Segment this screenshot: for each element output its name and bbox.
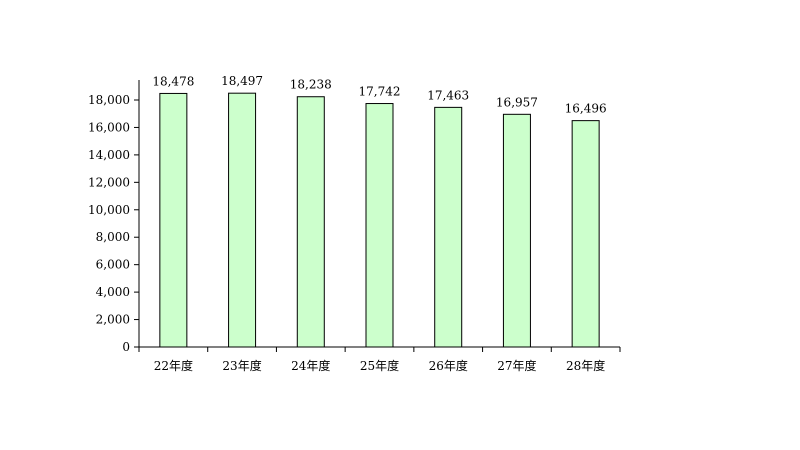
data-labels: 18,478 18,497 18,238 17,742 17,463 16,957 16,4… (152, 74, 606, 115)
x-category-label: 26年度 (429, 358, 468, 373)
data-label: 17,742 (359, 85, 401, 99)
y-tick-label: 12,000 (88, 175, 130, 189)
data-label: 17,463 (427, 88, 469, 102)
y-tick-label: 4,000 (96, 285, 130, 299)
data-label: 16,496 (565, 102, 607, 116)
y-tick-label: 2,000 (96, 313, 130, 327)
bar (434, 106, 463, 348)
y-tick-label: 8,000 (96, 230, 130, 244)
bar (571, 120, 600, 348)
x-category-label: 23年度 (222, 358, 261, 373)
y-tick-label: 0 (122, 340, 130, 354)
bar (296, 96, 325, 348)
y-axis: 0 2,000 4,000 6,000 8,000 10,000 12,000 14,000 1… (88, 80, 140, 354)
bars (159, 92, 600, 348)
y-tick-label: 14,000 (88, 148, 130, 162)
x-category-label: 24年度 (291, 358, 330, 373)
x-category-label: 25年度 (360, 358, 399, 373)
bar (365, 103, 394, 348)
data-label: 18,238 (290, 78, 332, 92)
y-tick-label: 6,000 (96, 258, 130, 272)
data-label: 16,957 (496, 95, 538, 109)
y-tick-label: 10,000 (88, 203, 130, 217)
x-category-label: 27年度 (497, 358, 536, 373)
y-tick-label: 16,000 (88, 120, 130, 134)
y-tick-label: 18,000 (88, 93, 130, 107)
x-axis: 22年度 23年度 24年度 25年度 26年度 27年度 28年度 (138, 346, 621, 373)
data-label: 18,497 (221, 74, 263, 88)
bar (228, 92, 257, 348)
x-category-label: 28年度 (566, 358, 605, 373)
data-label: 18,478 (152, 74, 194, 88)
bar (159, 92, 188, 348)
bar (502, 113, 531, 348)
x-category-label: 22年度 (154, 358, 193, 373)
